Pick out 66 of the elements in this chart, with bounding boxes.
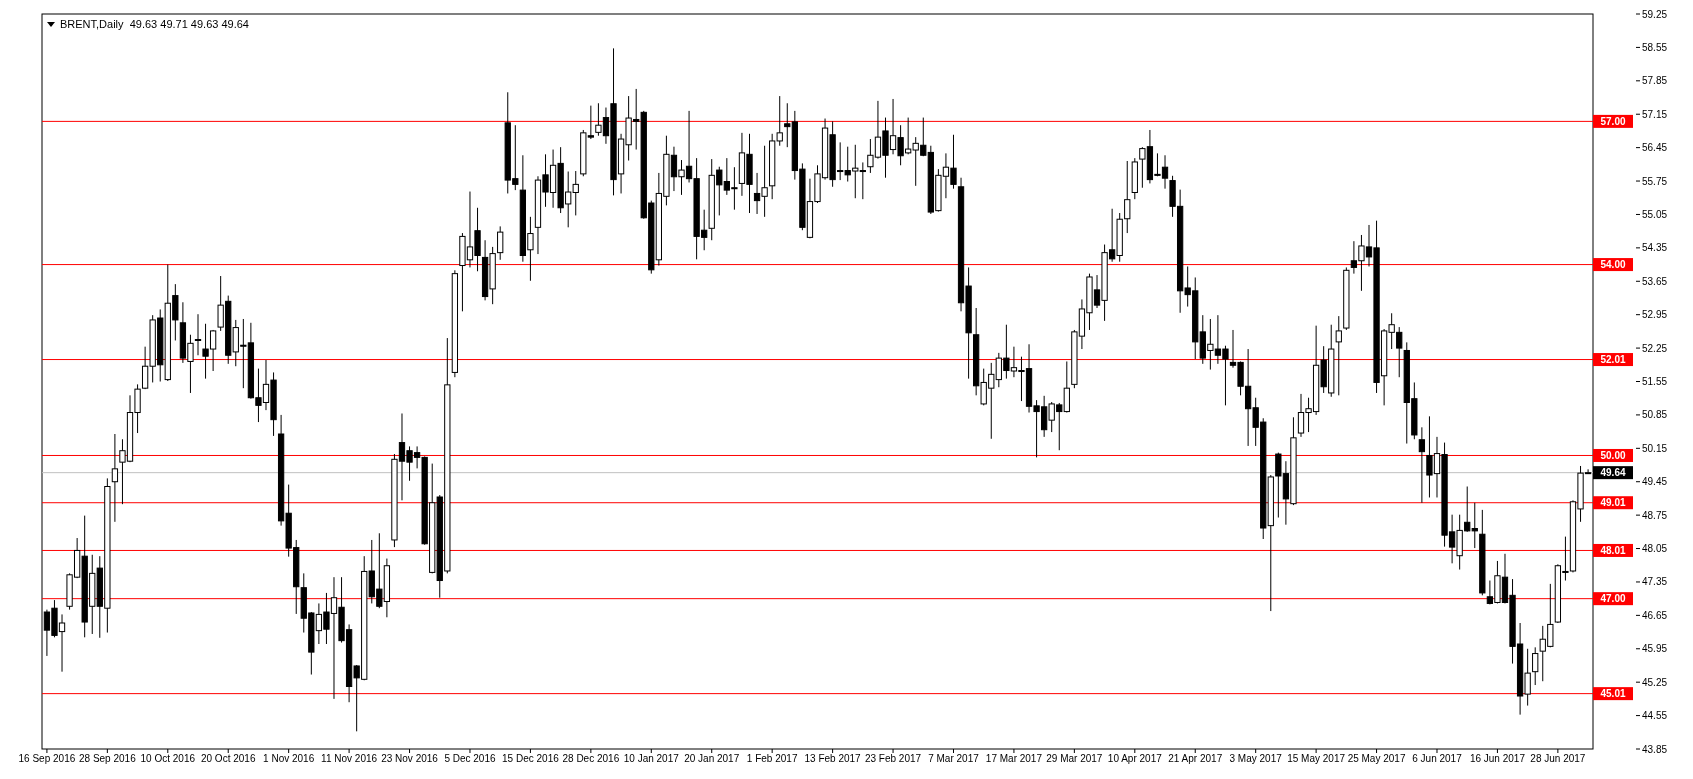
x-tick-label: 7 Mar 2017 [928,753,980,764]
candlestick [1532,646,1539,686]
y-tick-label: 43.85 [1642,743,1668,755]
y-tick-label: 53.65 [1642,275,1668,287]
x-tick-label: 15 May 2017 [1287,753,1346,764]
x-tick-label: 10 Oct 2016 [140,753,196,764]
x-tick-label: 23 Nov 2016 [381,753,439,764]
x-tick-label: 1 Feb 2017 [746,753,798,764]
x-tick-label: 20 Jan 2017 [684,753,740,764]
y-tick-label: 48.75 [1642,509,1668,521]
ref-line-label: 49.64 [1600,467,1626,479]
ref-line-label: 49.01 [1600,497,1626,509]
x-tick-label: 10 Jan 2017 [623,753,680,764]
ref-line-label: 45.01 [1600,688,1626,700]
x-tick-label: 15 Dec 2016 [502,753,560,764]
y-tick-label: 46.65 [1642,609,1668,621]
y-tick-label: 55.75 [1642,175,1668,187]
y-tick-label: 45.95 [1642,643,1668,655]
x-tick-label: 5 Dec 2016 [444,753,496,764]
y-tick-label: 44.55 [1642,710,1668,722]
y-tick-label: 47.35 [1642,576,1668,588]
y-tick-label: 50.85 [1642,409,1668,421]
candlestick [194,313,202,356]
y-tick-label: 52.95 [1642,309,1668,321]
ref-line-label: 57.00 [1600,115,1626,127]
x-tick-label: 28 Sep 2016 [78,753,137,764]
x-tick-label: 29 Mar 2017 [1046,753,1103,764]
candlestick [1418,426,1426,504]
y-tick-label: 45.25 [1642,676,1668,688]
ref-line-label: 47.00 [1600,593,1626,605]
x-tick-label: 28 Jun 2017 [1530,753,1586,764]
candlestick [111,433,119,523]
chart-title: BRENT,Daily 49.63 49.71 49.63 49.64 [60,18,249,31]
x-tick-label: 25 May 2017 [1347,753,1406,764]
candlestick [497,225,504,261]
x-tick-label: 17 Mar 2017 [985,753,1043,764]
x-tick-label: 16 Sep 2016 [18,753,76,764]
x-tick-label: 11 Nov 2016 [321,753,378,764]
y-tick-label: 48.05 [1642,543,1668,555]
y-tick-label: 51.55 [1642,376,1668,387]
x-tick-label: 20 Oct 2016 [200,753,256,764]
candlestick [1124,160,1131,234]
x-tick-label: 21 Apr 2017 [1168,753,1223,764]
y-tick-label: 57.85 [1642,75,1668,87]
y-tick-label: 59.25 [1642,8,1668,20]
y-tick-label: 57.15 [1642,108,1668,120]
x-tick-label: 23 Feb 2017 [864,753,922,764]
x-tick-label: 6 Jun 2017 [1412,753,1463,764]
y-tick-label: 58.55 [1642,41,1668,53]
x-tick-label: 16 Jun 2017 [1469,753,1526,764]
x-tick-label: 1 Nov 2016 [263,753,315,764]
x-tick-label: 28 Dec 2016 [562,753,620,764]
y-tick-label: 56.45 [1642,142,1668,154]
x-tick-label: 3 May 2017 [1229,753,1283,764]
y-tick-label: 55.05 [1642,208,1668,220]
ref-line-label: 48.01 [1600,544,1626,556]
y-tick-label: 50.15 [1642,442,1668,454]
ref-line-label: 52.01 [1600,354,1626,366]
ref-line-label: 50.00 [1600,449,1626,461]
candlestick [1335,315,1342,396]
x-tick-label: 10 Apr 2017 [1107,753,1163,764]
y-tick-label: 52.25 [1642,342,1668,354]
x-tick-label: 13 Feb 2017 [804,753,862,764]
y-tick-label: 54.35 [1642,242,1668,254]
ref-line-label: 54.00 [1600,259,1626,271]
y-tick-label: 49.45 [1642,476,1668,488]
